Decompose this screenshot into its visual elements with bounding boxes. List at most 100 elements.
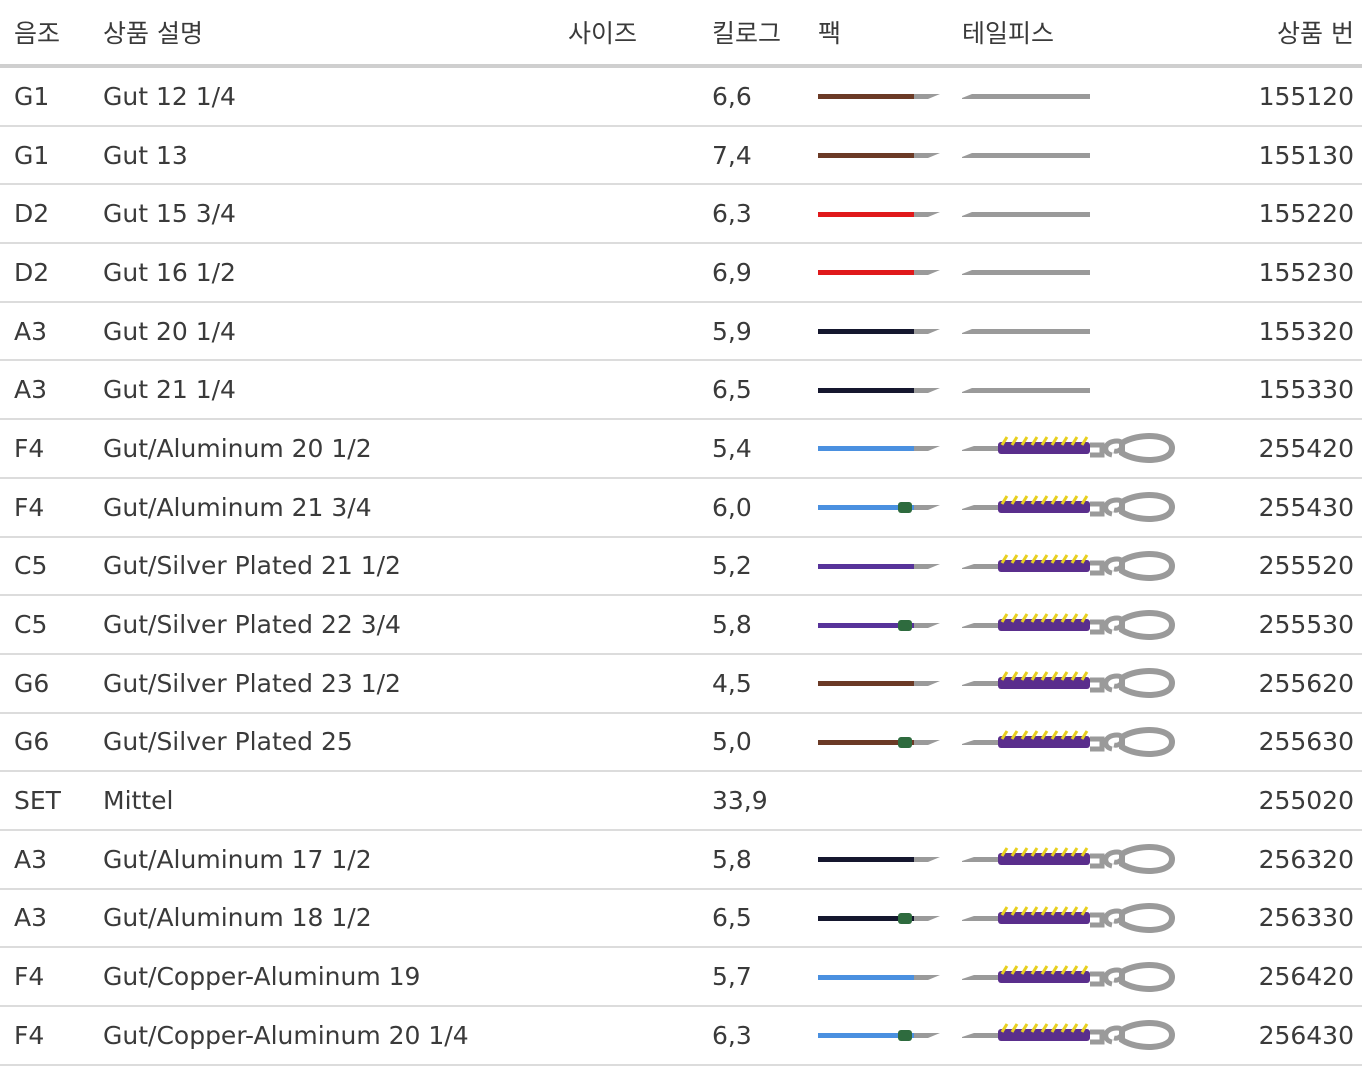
description: Gut 21 1/4 <box>103 375 568 404</box>
pack <box>818 732 962 752</box>
tailpiece-icon <box>962 431 1177 465</box>
tailpiece-icon <box>962 1018 1177 1052</box>
product-number: 256420 <box>1184 962 1354 991</box>
note: G6 <box>14 669 103 698</box>
header-cell: 팩 <box>818 14 962 50</box>
kilo: 7,4 <box>712 141 818 170</box>
description: Gut 12 1/4 <box>103 82 568 111</box>
note: C5 <box>14 551 103 580</box>
kilo: 33,9 <box>712 786 818 815</box>
product-number: 256330 <box>1184 903 1354 932</box>
pack <box>818 86 962 106</box>
kilo: 6,0 <box>712 493 818 522</box>
note: F4 <box>14 434 103 463</box>
header-cell: 음조 <box>14 14 103 50</box>
product-number: 155120 <box>1184 82 1354 111</box>
tailpiece-icon <box>962 380 1092 400</box>
product-number: 255520 <box>1184 551 1354 580</box>
kilo: 4,5 <box>712 669 818 698</box>
note: G1 <box>14 141 103 170</box>
tailpiece-icon <box>962 666 1177 700</box>
product-number: 155230 <box>1184 258 1354 287</box>
description: Gut/Silver Plated 23 1/2 <box>103 669 568 698</box>
pack <box>818 615 962 635</box>
tailpiece <box>962 204 1184 224</box>
tailpiece-icon <box>962 608 1177 642</box>
kilo: 5,8 <box>712 845 818 874</box>
description: Gut 15 3/4 <box>103 199 568 228</box>
product-number: 155220 <box>1184 199 1354 228</box>
kilo: 5,2 <box>712 551 818 580</box>
pack-icon <box>818 204 942 224</box>
kilo: 5,7 <box>712 962 818 991</box>
tailpiece-icon <box>962 960 1177 994</box>
pack <box>818 673 962 693</box>
pack <box>818 967 962 987</box>
description: Gut/Aluminum 18 1/2 <box>103 903 568 932</box>
page: 음조상품 설명사이즈킬로그팩테일피스상품 번 G1Gut 12 1/46,615… <box>0 0 1362 1057</box>
pack-icon <box>818 86 942 106</box>
product-number: 255430 <box>1184 493 1354 522</box>
description: Mittel <box>103 786 568 815</box>
note: C5 <box>14 610 103 639</box>
pack <box>818 497 962 517</box>
header-cell: 테일피스 <box>962 14 1184 50</box>
tailpiece-icon <box>962 549 1177 583</box>
pack-icon <box>818 1025 942 1045</box>
description: Gut 13 <box>103 141 568 170</box>
pack-icon <box>818 497 942 517</box>
pack-icon <box>818 908 942 928</box>
pack-icon <box>818 145 942 165</box>
tailpiece <box>962 725 1184 759</box>
tailpiece <box>962 549 1184 583</box>
tailpiece <box>962 431 1184 465</box>
note: A3 <box>14 317 103 346</box>
header-cell: 상품 번 <box>1184 14 1354 50</box>
tailpiece <box>962 145 1184 165</box>
note: A3 <box>14 845 103 874</box>
tailpiece-icon <box>962 490 1177 524</box>
pack-icon <box>818 262 942 282</box>
pack-icon <box>818 673 942 693</box>
tailpiece <box>962 666 1184 700</box>
description: Gut/Aluminum 20 1/2 <box>103 434 568 463</box>
tailpiece <box>962 608 1184 642</box>
pack-icon <box>818 556 942 576</box>
pack <box>818 145 962 165</box>
note: D2 <box>14 199 103 228</box>
tailpiece <box>962 490 1184 524</box>
product-number: 255420 <box>1184 434 1354 463</box>
product-number: 255020 <box>1184 786 1354 815</box>
description: Gut/Silver Plated 22 3/4 <box>103 610 568 639</box>
description: Gut/Copper-Aluminum 20 1/4 <box>103 1021 568 1050</box>
description: Gut 20 1/4 <box>103 317 568 346</box>
description: Gut/Silver Plated 25 <box>103 727 568 756</box>
kilo: 6,3 <box>712 199 818 228</box>
header-cell: 킬로그 <box>712 14 818 50</box>
kilo: 5,8 <box>712 610 818 639</box>
note: A3 <box>14 375 103 404</box>
tailpiece-icon <box>962 204 1092 224</box>
pack-icon <box>818 380 942 400</box>
tailpiece <box>962 262 1184 282</box>
note: D2 <box>14 258 103 287</box>
pack <box>818 321 962 341</box>
pack <box>818 849 962 869</box>
pack <box>818 438 962 458</box>
kilo: 6,3 <box>712 1021 818 1050</box>
description: Gut 16 1/2 <box>103 258 568 287</box>
note: G6 <box>14 727 103 756</box>
kilo: 6,5 <box>712 375 818 404</box>
pack <box>818 204 962 224</box>
tailpiece-icon <box>962 725 1177 759</box>
